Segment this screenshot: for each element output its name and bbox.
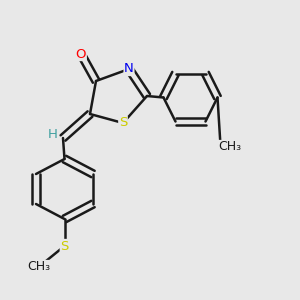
Text: N: N bbox=[124, 62, 134, 76]
Text: CH₃: CH₃ bbox=[27, 260, 51, 274]
Text: S: S bbox=[60, 239, 69, 253]
Text: O: O bbox=[76, 47, 86, 61]
Text: H: H bbox=[48, 128, 57, 142]
Text: S: S bbox=[119, 116, 127, 130]
Text: CH₃: CH₃ bbox=[218, 140, 241, 154]
